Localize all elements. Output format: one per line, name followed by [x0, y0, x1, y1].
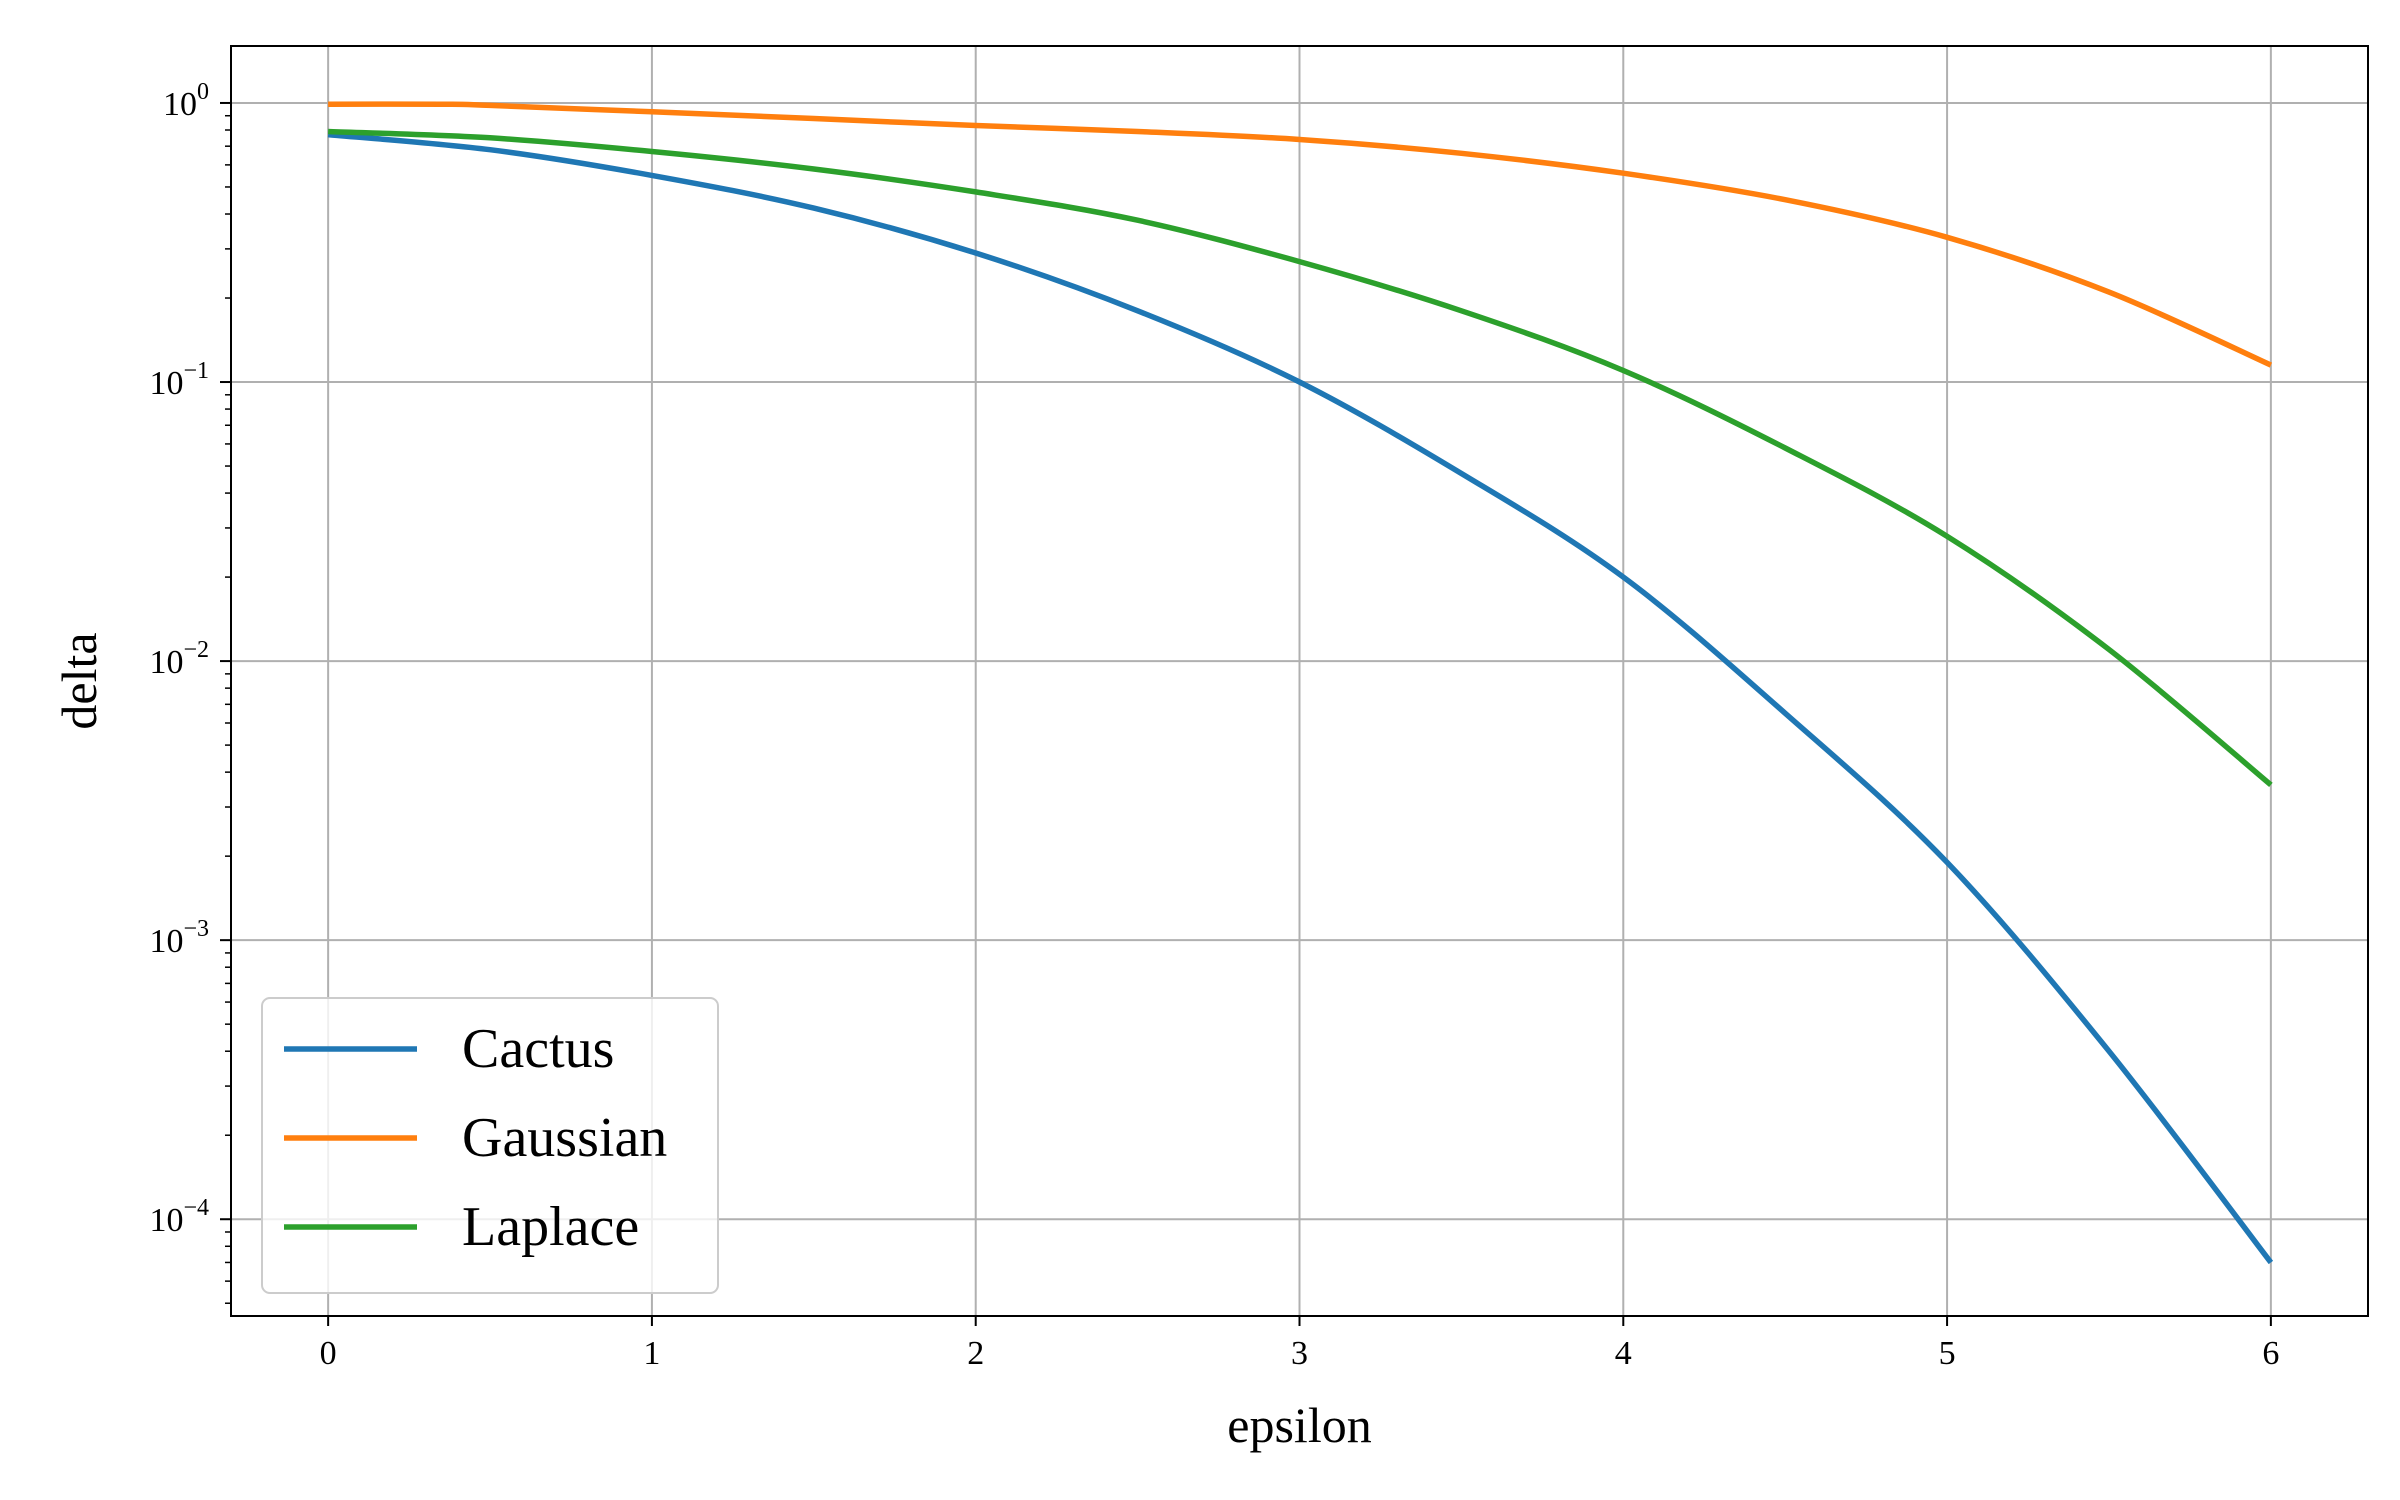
- y-tick-label: 10−3: [149, 916, 209, 960]
- x-tick-label: 3: [1291, 1335, 1308, 1372]
- x-tick-label: 5: [1939, 1335, 1956, 1372]
- x-axis: 0 1 2 3 4 5 6: [320, 1316, 2279, 1372]
- series-line-gaussian: [328, 101, 2273, 368]
- y-axis-label: delta: [51, 632, 107, 729]
- x-tick-label: 1: [643, 1335, 660, 1372]
- y-tick-label: 100: [163, 79, 209, 123]
- legend: Cactus Gaussian Laplace: [261, 997, 719, 1294]
- series-lines: [327, 101, 2274, 1265]
- y-tick-label: 10−4: [149, 1195, 209, 1239]
- series-line-cactus: [327, 131, 2274, 1265]
- series-line-laplace: [327, 128, 2273, 788]
- x-axis-label: epsilon: [1227, 1397, 1371, 1453]
- x-tick-label: 4: [1615, 1335, 1632, 1372]
- y-tick-label: 10−1: [149, 358, 209, 402]
- legend-label-cactus: Cactus: [462, 1018, 614, 1080]
- legend-label-laplace: Laplace: [462, 1196, 639, 1258]
- legend-box: [261, 997, 719, 1294]
- y-axis: 100 10−1 10−2 10−3 10−4: [149, 79, 231, 1239]
- x-tick-label: 0: [320, 1335, 337, 1372]
- grid: [231, 46, 2368, 1316]
- y-tick-label: 10−2: [149, 637, 209, 681]
- x-tick-label: 2: [967, 1335, 984, 1372]
- legend-label-gaussian: Gaussian: [462, 1107, 667, 1169]
- x-tick-label: 6: [2262, 1335, 2279, 1372]
